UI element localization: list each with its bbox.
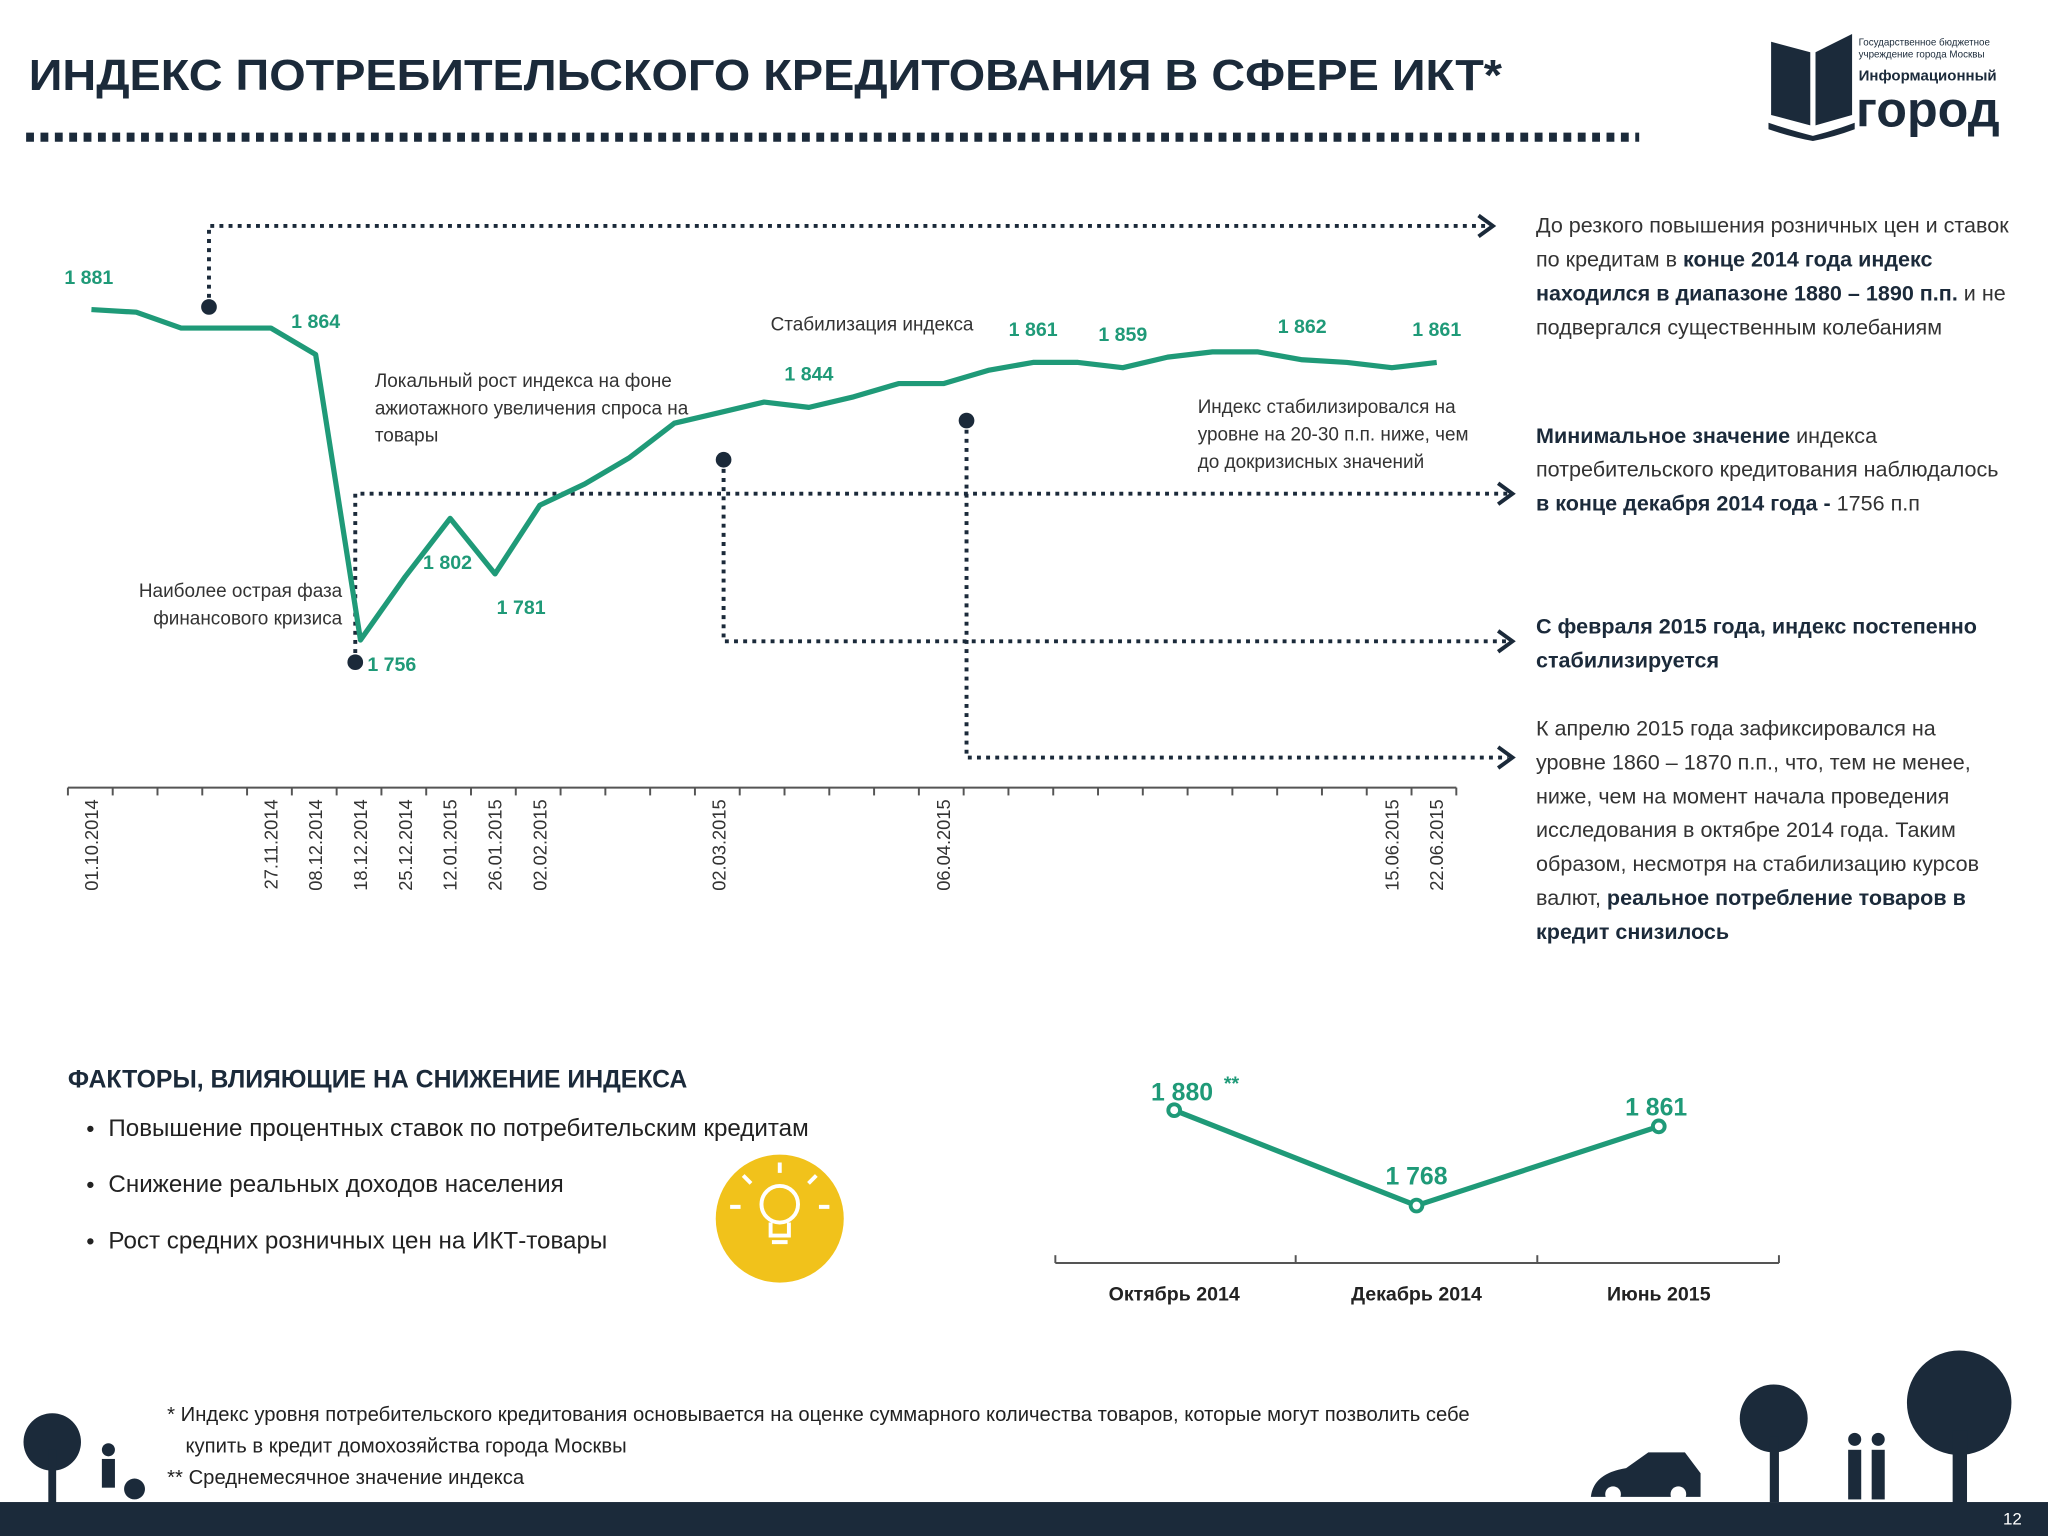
data-label: 1 768 [1385,1163,1447,1190]
note-paragraph: Минимальное значение индекса потребитель… [1536,419,2009,521]
data-label: 1 861 [1009,319,1058,341]
note-text: К апрелю 2015 года зафиксировался на уро… [1535,717,1980,911]
factor-item: Повышение процентных ставок по потребите… [108,1115,808,1142]
logo-line1: Информационный [1859,67,1997,84]
connector-ends [1477,213,1516,770]
data-label: 1 844 [784,364,833,386]
factors-title: ФАКТОРЫ, ВЛИЯЮЩИЕ НА СНИЖЕНИЕ ИНДЕКСА [68,1067,688,1094]
bulb-icon [715,1154,844,1283]
data-label: 1 859 [1098,324,1147,346]
note-text: и не подвергался существенным колебаниям [1535,282,2006,340]
note-paragraph: До резкого повышения розничных цен и ста… [1536,209,2009,345]
logo: Государственное бюджетное учреждение гор… [1768,33,2000,142]
note-text: конце 2014 года индекс находился в диапа… [1535,248,1958,306]
logo-org: Государственное бюджетное [1859,38,1990,49]
annotation: Наиболее острая фаза [139,581,343,602]
bullet: • [86,1172,94,1198]
x-tick-label: 22.06.2015 [1426,799,1447,890]
data-point [1166,1102,1183,1119]
x-tick-label: Июнь 2015 [1607,1283,1711,1305]
x-tick-label: 15.06.2015 [1381,799,1402,890]
data-label: 1 802 [423,552,472,574]
note-paragraph: С февраля 2015 года, индекс постепенно с… [1536,610,2009,678]
note-text: в конце декабря 2014 года - [1535,492,1831,516]
x-tick-label: 18.12.2014 [350,799,371,890]
connectors [207,223,1509,760]
x-tick-label: 25.12.2014 [395,799,416,890]
data-label: 1 864 [291,311,340,333]
note-text: С февраля 2015 года, индекс постепенно с… [1535,615,1977,673]
data-label: 1 756 [367,654,416,676]
bullet: • [86,1228,94,1254]
x-tick-label: 02.03.2015 [709,799,730,890]
wheel [1670,1486,1687,1503]
logo-line2: город [1856,82,2000,138]
x-tick-label: Декабрь 2014 [1351,1283,1482,1305]
x-tick-label: 27.11.2014 [260,799,281,889]
wheel [1605,1486,1621,1503]
label-note: ** [1224,1073,1240,1095]
scenery [0,1350,2048,1536]
bullet: • [86,1115,94,1141]
data-label: 1 781 [497,597,546,619]
footnote: * Индекс уровня потребительского кредито… [167,1404,1470,1458]
data-point [1408,1197,1425,1214]
data-point [1650,1118,1667,1135]
annotation: финансового кризиса [153,609,342,630]
footnote: ** Среднемесячное значение индекса [167,1466,525,1489]
note-text: индекса потребительского кредитования на… [1535,424,1999,482]
note-text: Минимальное значение [1535,424,1791,448]
annotation: товары [375,426,438,447]
connector-dots [201,299,975,671]
page-number: 12 [2003,1510,2022,1529]
annotation: Индекс стабилизировался на [1198,397,1456,418]
annotation: до докризисных значений [1198,452,1424,473]
data-label: 1 862 [1278,316,1327,338]
factor-item: Рост средних розничных цен на ИКТ-товары [108,1227,607,1254]
x-tick-label: 08.12.2014 [305,799,326,890]
x-tick-label: Октябрь 2014 [1109,1283,1240,1305]
title: ИНДЕКС ПОТРЕБИТЕЛЬСКОГО КРЕДИТОВАНИЯ В С… [29,52,1503,100]
data-line [91,306,1438,643]
logo-org: учреждение города Москвы [1859,49,1985,60]
note-paragraph: К апрелю 2015 года зафиксировался на уро… [1536,712,2009,950]
x-tick-label: 26.01.2015 [485,799,506,890]
data-label: 1 861 [1412,319,1461,341]
note-text: До резкого повышения розничных цен и ста… [1535,214,2009,272]
annotation: ажиотажного увеличения спроса на [375,398,689,419]
factor-item: Снижение реальных доходов населения [108,1171,563,1198]
x-tick-label: 12.01.2015 [440,799,461,890]
annotation: уровне на 20-30 п.п. ниже, чем [1198,424,1469,445]
note-text: 1756 п.п [1830,492,1920,516]
data-label: 1 861 [1625,1095,1687,1122]
data-line [1173,1107,1660,1209]
x-tick-label: 02.02.2015 [529,799,550,890]
data-label: 1 880 [1151,1080,1213,1107]
note-text: реальное потребление товаров в кредит сн… [1535,886,1966,945]
data-label: 1 881 [64,267,113,289]
annotation: Локальный рост индекса на фоне [375,371,672,392]
x-tick-label: 06.04.2015 [933,799,954,890]
x-tick-label: 01.10.2014 [81,799,102,890]
annotation: Стабилизация индекса [771,315,974,336]
